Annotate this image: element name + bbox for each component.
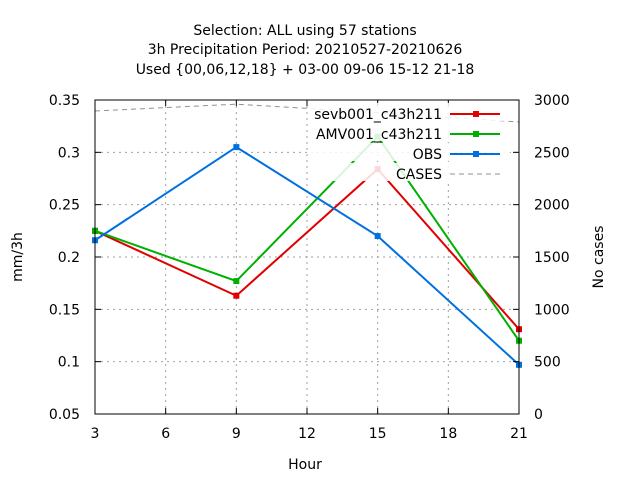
- legend-marker-amv001-c43h211: [473, 131, 479, 137]
- x-tick-label: 15: [369, 426, 387, 442]
- legend-label-obs: OBS: [413, 147, 442, 163]
- chart-title-line-3: Used {00,06,12,18} + 03-00 09-06 15-12 2…: [136, 62, 475, 78]
- legend-label-amv001-c43h211: AMV001_c43h211: [316, 127, 442, 143]
- series-line-obs: [94, 145, 520, 366]
- y-tick-label: 0.25: [49, 198, 80, 214]
- data-point-obs: [233, 144, 240, 151]
- legend-background: [310, 123, 510, 141]
- x-tick-label: 9: [232, 426, 241, 442]
- y2-tick-label: 500: [534, 355, 561, 371]
- legend-background: [310, 103, 510, 121]
- legend-background: [310, 163, 510, 181]
- legend-label-cases: CASES: [396, 167, 442, 183]
- y2-tick-label: 1500: [534, 250, 570, 266]
- series-line-sevb001-c43h211: [94, 167, 520, 330]
- chart-title-line-1: Selection: ALL using 57 stations: [193, 23, 416, 39]
- series-line-amv001-c43h211: [94, 135, 520, 342]
- y-tick-label: 0.35: [49, 93, 80, 109]
- y2-tick-label: 2500: [534, 145, 570, 161]
- legend: sevb001_c43h211 AMV001_c43h211 OBS CASES: [310, 103, 510, 183]
- y2-tick-label: 2000: [534, 198, 570, 214]
- x-tick-label: 21: [510, 426, 528, 442]
- legend-marker-sevb001-c43h211: [473, 111, 479, 117]
- y2-tick-label: 0: [534, 407, 543, 423]
- legend-label-sevb001-c43h211: sevb001_c43h211: [314, 107, 442, 123]
- y2-axis-label: No cases: [591, 226, 607, 289]
- y-tick-label: 0.05: [49, 407, 80, 423]
- axis-ticks: 3 6 9 12 15 18 21 0.05 0.1 0.15 0.2 0.25 0.3 0.35 0 500…: [49, 93, 570, 442]
- x-tick-label: 3: [91, 426, 100, 442]
- series-layer: [92, 133, 522, 368]
- legend-marker-obs: [473, 151, 479, 157]
- y-tick-label: 0.3: [58, 145, 80, 161]
- x-axis-label: Hour: [288, 457, 322, 473]
- legend-background: [310, 143, 510, 161]
- x-tick-label: 12: [298, 426, 316, 442]
- chart-title-line-2: 3h Precipitation Period: 20210527-202106…: [148, 42, 463, 58]
- y-tick-label: 0.2: [58, 250, 80, 266]
- y2-tick-label: 1000: [534, 302, 570, 318]
- x-tick-label: 18: [439, 426, 457, 442]
- data-point-obs: [374, 233, 381, 240]
- data-point-sevb001-c43h211: [233, 292, 240, 299]
- y-axis-label: mm/3h: [10, 232, 26, 282]
- y-tick-label: 0.1: [58, 355, 80, 371]
- chart-title: Selection: ALL using 57 stations 3h Prec…: [136, 23, 475, 78]
- y-tick-label: 0.15: [49, 302, 80, 318]
- x-tick-label: 6: [161, 426, 170, 442]
- data-point-amv001-c43h211: [233, 278, 240, 285]
- y2-tick-label: 3000: [534, 93, 570, 109]
